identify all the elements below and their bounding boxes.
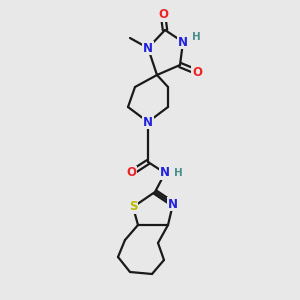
Text: N: N [168,197,178,211]
Text: N: N [143,116,153,128]
Text: O: O [158,8,168,22]
Text: H: H [192,32,200,42]
Text: N: N [178,35,188,49]
Text: O: O [192,65,202,79]
Text: S: S [129,200,137,214]
Text: N: N [160,167,170,179]
Text: O: O [126,167,136,179]
Text: H: H [174,168,182,178]
Text: N: N [143,41,153,55]
